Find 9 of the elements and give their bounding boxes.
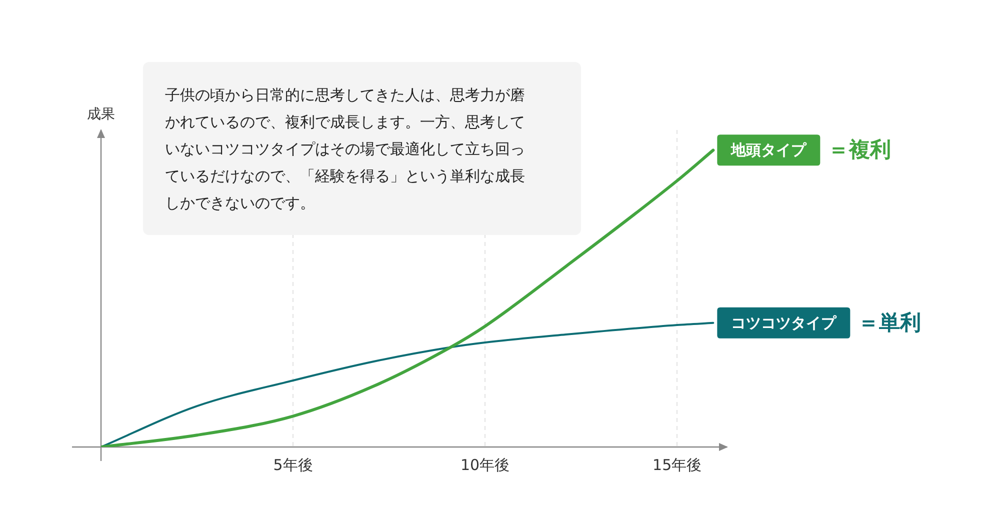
y-axis-title: 成果 — [87, 106, 115, 123]
x-tick-label: 5年後 — [273, 456, 313, 474]
text: ＝単利 — [858, 310, 922, 334]
series-label: 地頭タイプ — [730, 141, 808, 160]
note-box: 子供の頃から日常的に思考してきた人は、思考力が磨かれているので、複利で成長します。一方、思考していないコツコツタイプはその場で最適化して立ち回っているだけなので、「経験を得る」という単利な成長しかできないのです。 — [143, 62, 581, 235]
text: ＝複利 — [828, 138, 892, 162]
series-label: コツコツタイプ — [731, 314, 838, 332]
x-tick-label: 10年後 — [460, 456, 510, 474]
x-tick-label: 15年後 — [652, 456, 702, 474]
